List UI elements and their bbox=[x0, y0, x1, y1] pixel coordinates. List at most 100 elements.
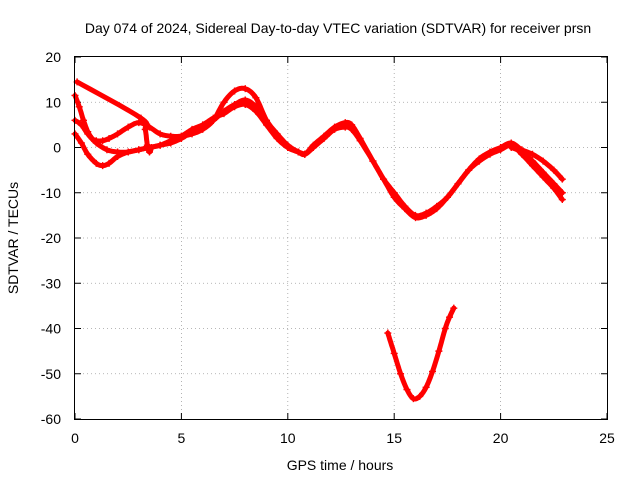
data-point bbox=[124, 148, 132, 156]
data-point bbox=[137, 114, 145, 122]
series-line bbox=[72, 97, 565, 221]
data-point bbox=[558, 175, 566, 183]
data-point bbox=[145, 148, 153, 156]
x-tick-label: 0 bbox=[71, 430, 79, 446]
series-track-4 bbox=[507, 144, 566, 197]
data-point bbox=[231, 87, 239, 95]
data-point bbox=[99, 137, 107, 145]
series-line bbox=[385, 305, 457, 402]
data-point bbox=[320, 134, 328, 142]
data-point bbox=[135, 146, 143, 154]
data-point bbox=[401, 205, 409, 213]
data-point bbox=[241, 101, 249, 109]
data-point bbox=[397, 370, 405, 378]
data-point bbox=[220, 98, 228, 106]
data-point bbox=[341, 123, 349, 131]
y-tick-label: 0 bbox=[53, 140, 61, 156]
data-point bbox=[84, 130, 92, 138]
data-point bbox=[75, 103, 83, 111]
data-point bbox=[390, 349, 398, 357]
data-point bbox=[80, 116, 88, 124]
data-point bbox=[294, 148, 302, 156]
data-point bbox=[443, 193, 451, 201]
data-series bbox=[71, 78, 566, 403]
data-point bbox=[429, 367, 437, 375]
plot-frame bbox=[74, 56, 608, 420]
data-point bbox=[550, 166, 558, 174]
data-point bbox=[539, 157, 547, 165]
x-tick-label: 10 bbox=[280, 430, 296, 446]
x-tick-label: 25 bbox=[599, 430, 615, 446]
y-tick-label: -40 bbox=[41, 321, 61, 337]
data-point bbox=[141, 125, 149, 133]
data-point bbox=[188, 125, 196, 133]
data-point bbox=[148, 144, 156, 151]
data-point bbox=[331, 125, 339, 133]
data-point bbox=[529, 150, 537, 158]
y-tick-label: 20 bbox=[45, 49, 61, 65]
data-point bbox=[356, 137, 364, 145]
data-point bbox=[84, 150, 92, 158]
data-point bbox=[105, 134, 113, 142]
data-point bbox=[558, 196, 566, 204]
chart-title: Day 074 of 2024, Sidereal Day-to-day VTE… bbox=[85, 20, 591, 36]
data-point bbox=[167, 137, 175, 145]
y-tick-label: -30 bbox=[41, 275, 61, 291]
data-point bbox=[252, 94, 260, 102]
data-point bbox=[486, 150, 494, 158]
x-tick-label: 5 bbox=[178, 430, 186, 446]
data-point bbox=[409, 395, 417, 403]
data-point bbox=[390, 193, 398, 201]
data-point bbox=[209, 114, 217, 122]
data-point bbox=[124, 123, 132, 131]
series-track-3 bbox=[71, 101, 309, 170]
data-point bbox=[177, 132, 185, 140]
data-point bbox=[446, 313, 454, 321]
data-point bbox=[241, 85, 249, 93]
data-point bbox=[301, 150, 309, 158]
data-point bbox=[465, 166, 473, 174]
data-point bbox=[263, 121, 271, 129]
data-point bbox=[435, 347, 443, 355]
data-point bbox=[348, 125, 356, 133]
data-point bbox=[422, 211, 430, 219]
data-point bbox=[199, 121, 207, 129]
series-line bbox=[508, 145, 565, 196]
data-point bbox=[422, 383, 430, 391]
y-tick-label: -10 bbox=[41, 185, 61, 201]
data-point bbox=[114, 130, 122, 138]
data-point bbox=[220, 110, 228, 118]
series-track-5 bbox=[384, 304, 458, 403]
data-point bbox=[284, 144, 292, 151]
x-tick-label: 20 bbox=[493, 430, 509, 446]
x-tick-labels: 0 5 10 15 20 25 bbox=[71, 430, 615, 446]
data-point bbox=[309, 144, 317, 151]
data-point bbox=[441, 325, 449, 332]
data-point bbox=[518, 148, 526, 156]
data-point bbox=[497, 146, 505, 154]
data-point bbox=[411, 214, 419, 222]
data-point bbox=[99, 162, 107, 170]
data-point bbox=[156, 141, 164, 149]
series-track-2 bbox=[71, 96, 566, 222]
y-tick-label: -20 bbox=[41, 230, 61, 246]
data-point bbox=[92, 139, 100, 147]
data-point bbox=[77, 121, 85, 129]
data-point bbox=[135, 119, 143, 127]
data-point bbox=[507, 144, 515, 151]
data-point bbox=[450, 304, 458, 312]
data-point bbox=[550, 180, 558, 188]
data-point bbox=[380, 175, 388, 183]
data-point bbox=[529, 157, 537, 165]
y-tick-label: 10 bbox=[45, 94, 61, 110]
grid-lines bbox=[75, 57, 607, 419]
y-tick-labels: 20 10 0 -10 -20 -30 -40 -50 -60 bbox=[41, 49, 61, 427]
data-point bbox=[77, 139, 85, 147]
data-point bbox=[252, 107, 260, 115]
y-axis-label: SDTVAR / TECUs bbox=[5, 182, 21, 294]
data-point bbox=[143, 141, 151, 149]
data-point bbox=[384, 329, 392, 337]
data-point bbox=[105, 159, 113, 167]
data-point bbox=[273, 134, 281, 142]
